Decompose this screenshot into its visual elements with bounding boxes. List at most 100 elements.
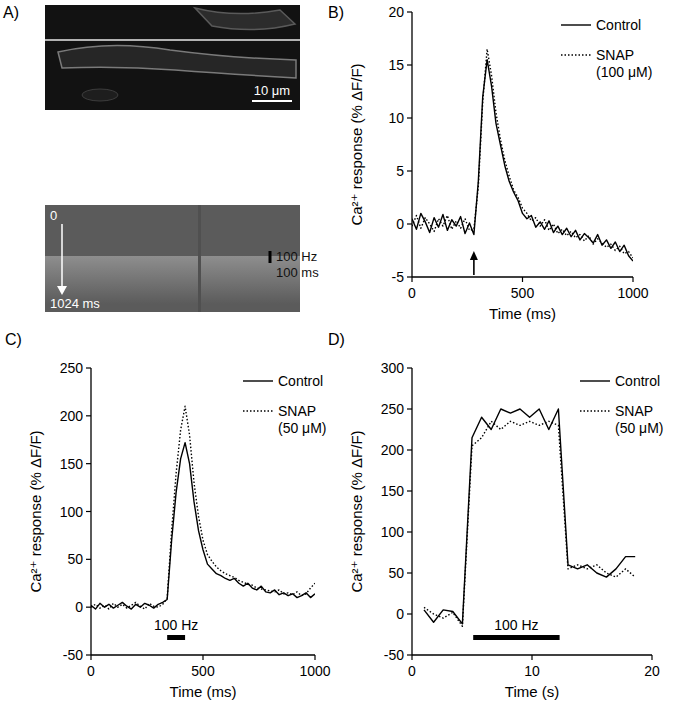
y-tick: [407, 117, 412, 118]
y-tick: [407, 531, 412, 532]
y-tick-label: 5: [396, 163, 404, 179]
y-tick-label: 0: [75, 599, 83, 615]
legend-label-line: (100 μM): [596, 64, 652, 80]
scale-bar-label: 10 μm: [254, 83, 290, 98]
y-tick: [407, 170, 412, 171]
y-tick-label: 15: [388, 57, 404, 73]
y-axis: [411, 368, 412, 655]
panel-title: C): [5, 331, 22, 348]
y-tick: [407, 367, 412, 368]
figure: A)10 μm01024 ms100 Hz100 msB)-5051015200…: [0, 0, 680, 720]
x-tick-label: 20: [644, 663, 660, 679]
legend-label-line: SNAP: [615, 403, 653, 419]
legend: Control SNAP(50 μM): [243, 373, 327, 436]
legend-label: Control: [615, 373, 660, 389]
legend-label: Control: [278, 373, 323, 389]
stimulus-label: 100 Hz: [154, 617, 198, 633]
x-tick-label: 500: [511, 285, 535, 301]
stimulus-bar: [269, 251, 272, 263]
legend: Control SNAP(100 μM): [561, 17, 652, 80]
scale-bar: [252, 100, 292, 102]
legend-label: SNAP(50 μM): [615, 403, 664, 436]
stimulus-label: 100 Hz: [276, 249, 317, 264]
series-line: [412, 60, 633, 261]
time-arrow-head: [57, 286, 67, 295]
y-tick: [407, 449, 412, 450]
y-tick-label: 150: [60, 456, 84, 472]
y-tick: [86, 511, 91, 512]
stimulus-bar: [473, 635, 559, 640]
y-tick: [86, 415, 91, 416]
legend-label-line: SNAP: [596, 47, 634, 63]
legend-label: SNAP(50 μM): [278, 403, 327, 436]
y-axis-label: Ca²⁺ response (% ΔF/F): [27, 430, 44, 592]
legend-swatch: [243, 410, 273, 411]
legend-swatch: [243, 380, 273, 381]
panel-a: A)10 μm01024 ms100 Hz100 ms: [3, 4, 319, 312]
y-tick: [86, 367, 91, 368]
y-axis-label: Ca²⁺ response (% ΔF/F): [348, 430, 365, 592]
scan-line: [45, 39, 300, 41]
legend-swatch: [561, 24, 591, 25]
linescan-background: [45, 205, 300, 312]
y-tick-label: 150: [381, 483, 405, 499]
time-start-label: 0: [50, 208, 57, 223]
legend-swatch: [580, 380, 610, 381]
y-tick-label: 50: [67, 551, 83, 567]
x-axis-label: Time (s): [505, 683, 559, 700]
y-tick-label: -5: [392, 269, 405, 285]
y-tick: [86, 463, 91, 464]
y-tick: [407, 408, 412, 409]
y-axis-label: Ca²⁺ response (% ΔF/F): [348, 63, 365, 225]
series-line: [412, 49, 633, 258]
y-tick: [86, 654, 91, 655]
legend-label: SNAP(100 μM): [596, 47, 652, 80]
stimulus-bar: [167, 635, 185, 640]
x-tick: [531, 655, 532, 660]
y-tick-label: 100: [381, 524, 405, 540]
y-tick: [86, 559, 91, 560]
series-line: [91, 406, 315, 609]
y-tick: [407, 572, 412, 573]
legend: Control SNAP(50 μM): [580, 373, 664, 436]
plot-area: [424, 409, 635, 626]
y-tick-label: 0: [396, 216, 404, 232]
x-tick-label: 1000: [617, 285, 648, 301]
x-tick: [651, 655, 652, 660]
y-tick-label: 250: [381, 401, 405, 417]
y-tick-label: -50: [63, 647, 83, 663]
legend-swatch: [561, 54, 591, 55]
legend-label-line: (50 μM): [278, 420, 327, 436]
chart-panel: D)-5005010015020025030001020Time (s)Ca²⁺…: [328, 331, 664, 700]
x-tick: [632, 277, 633, 282]
stimulus-duration-label: 100 ms: [276, 265, 319, 280]
y-tick: [407, 490, 412, 491]
x-axis-label: Time (ms): [170, 683, 237, 700]
legend-label-line: SNAP: [278, 403, 316, 419]
y-tick: [407, 654, 412, 655]
x-axis-label: Time (ms): [489, 305, 556, 322]
y-tick-label: 250: [60, 360, 84, 376]
y-tick: [86, 607, 91, 608]
y-tick: [407, 223, 412, 224]
y-tick-label: 10: [388, 110, 404, 126]
x-tick-label: 0: [408, 285, 416, 301]
legend-label-line: (50 μM): [615, 420, 664, 436]
time-arrow: [61, 224, 63, 288]
chart-panel: B)-50510152005001000Time (ms)Ca²⁺ respon…: [328, 4, 652, 322]
legend-label: Control: [596, 17, 641, 33]
plot-area: [412, 49, 633, 261]
image-background: [45, 5, 300, 110]
panel-title: D): [328, 331, 345, 348]
y-tick-label: -50: [384, 647, 404, 663]
plot-area: [91, 406, 315, 609]
y-tick-label: 0: [396, 606, 404, 622]
y-tick: [407, 64, 412, 65]
y-tick: [407, 613, 412, 614]
y-tick-label: 300: [381, 360, 405, 376]
cell-structure: [195, 8, 295, 30]
x-tick: [202, 655, 203, 660]
x-tick-label: 0: [408, 663, 416, 679]
time-end-label: 1024 ms: [50, 296, 100, 311]
cell-structure: [82, 89, 118, 101]
